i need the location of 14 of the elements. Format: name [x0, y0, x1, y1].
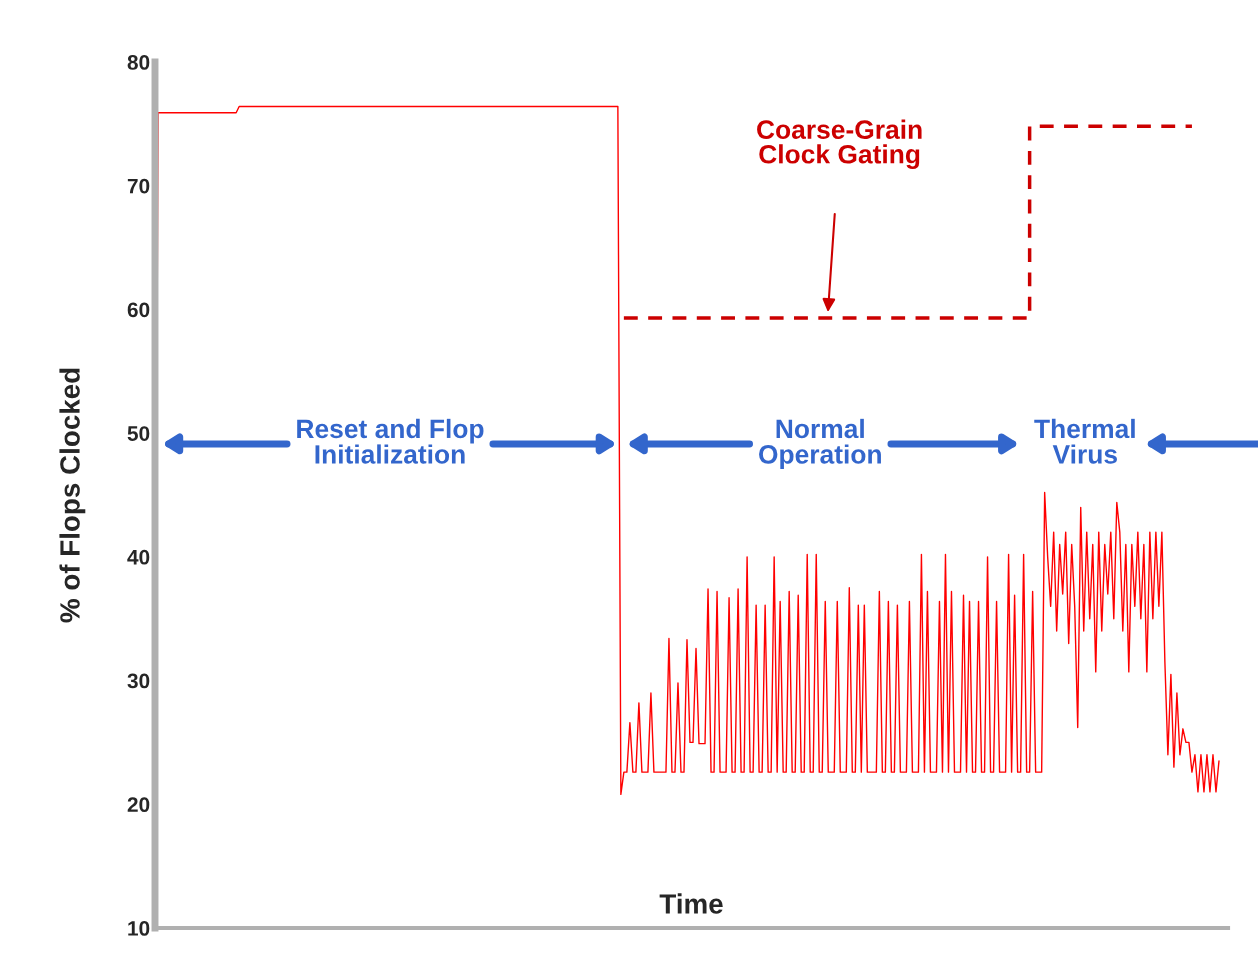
y-tick-label: 30: [127, 673, 150, 689]
annotation: Coarse-Grain Clock Gating: [757, 119, 922, 169]
annotation: Reset and Flop Initialization: [297, 418, 484, 464]
y-tick-label: 40: [127, 549, 150, 565]
y-tick-label: 70: [127, 178, 150, 194]
y-tick-label: 80: [127, 55, 150, 70]
annotation: Thermal Virus: [1034, 418, 1135, 464]
y-tick-label: 10: [128, 921, 150, 936]
y-axis-title: % of Flops Clocked: [59, 368, 86, 623]
y-tick-label: 20: [127, 797, 150, 813]
annotation: Normal Operation: [759, 418, 881, 469]
x-axis-title: Time: [659, 893, 723, 914]
y-tick-label: 50: [127, 426, 150, 441]
y-tick-label: 60: [127, 302, 150, 318]
